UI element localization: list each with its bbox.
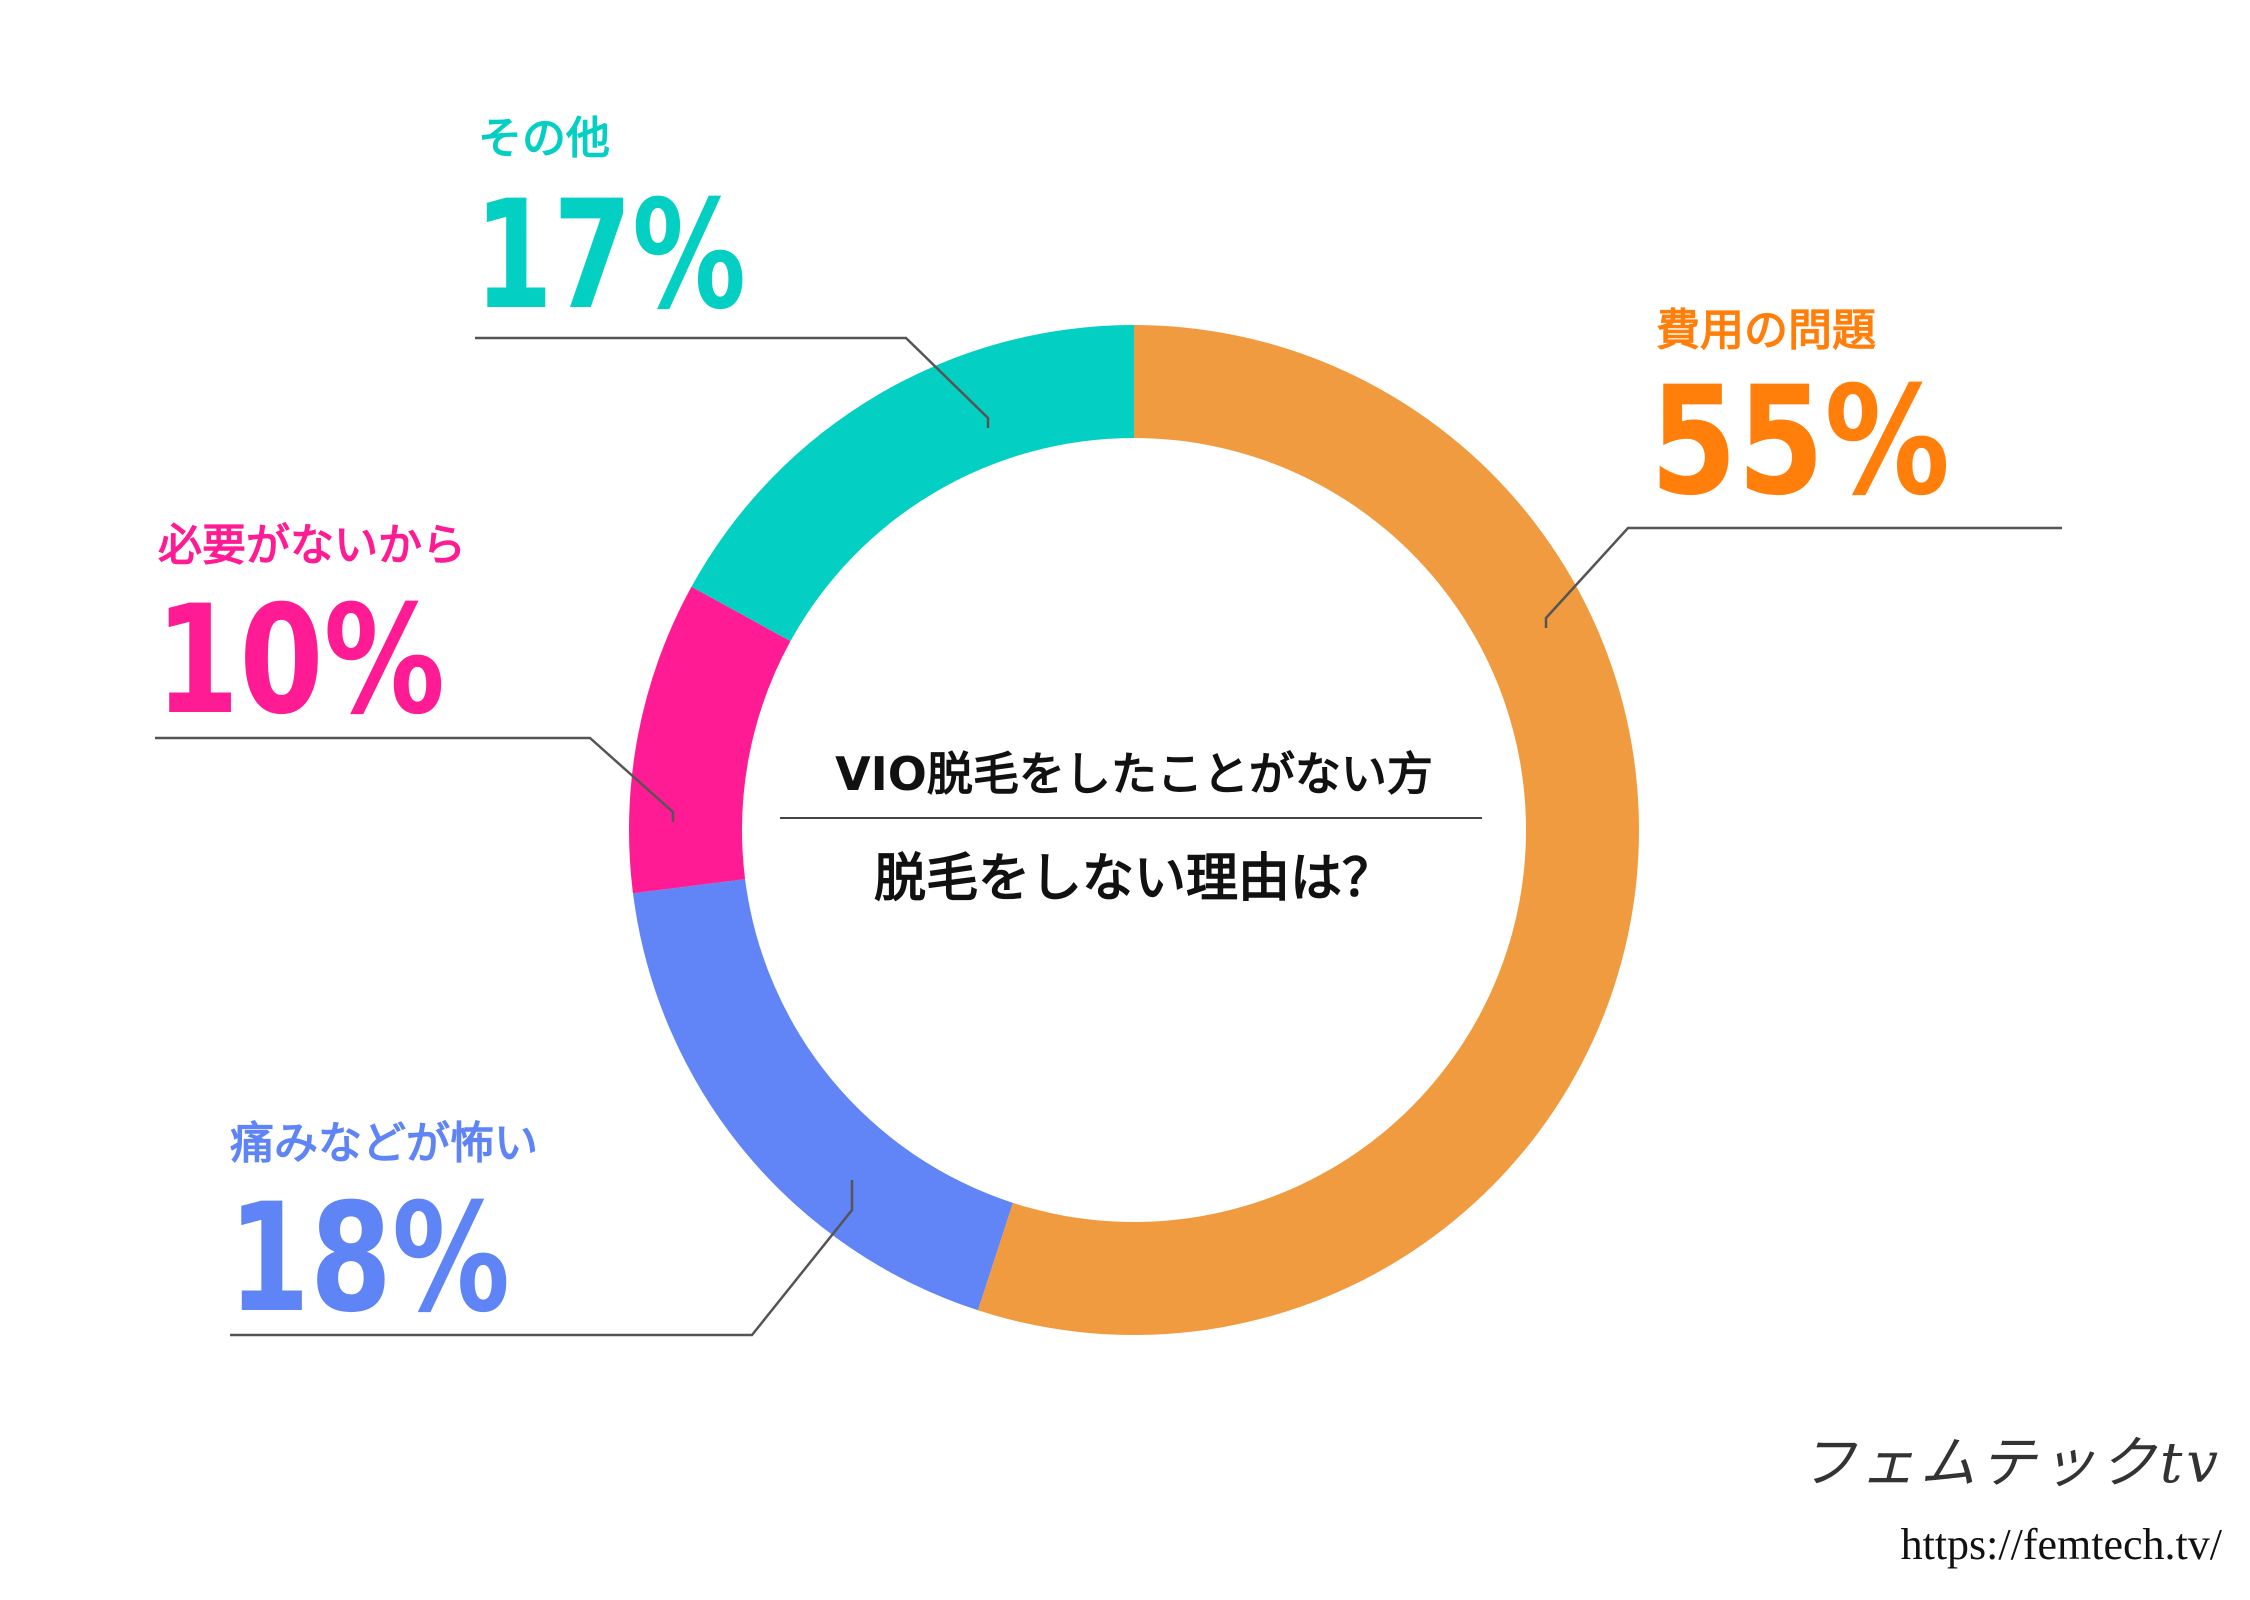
slice-label-unneeded: 必要がないから	[158, 520, 466, 571]
slice-label-other: その他	[478, 113, 610, 164]
slice-pain	[632, 879, 1013, 1311]
slice-value-cost: 55%	[1650, 355, 1950, 529]
brand-block: フェムテックtv https://femtech.tv/	[1800, 1418, 2222, 1570]
slice-other	[691, 325, 1134, 642]
slice-unneeded	[628, 586, 791, 894]
slice-value-other: 17%	[474, 169, 746, 343]
slice-cost	[977, 325, 1639, 1336]
chart-subtitle: VIO脱毛をしたことがない方	[835, 747, 1433, 801]
slice-label-pain: 痛みなどが怖い	[230, 1118, 538, 1169]
slice-value-pain: 18%	[228, 1172, 510, 1346]
slice-value-unneeded: 10%	[155, 574, 445, 748]
leader-line-cost	[1544, 526, 2062, 628]
leader-line-pain	[230, 1180, 854, 1337]
brand-url: https://femtech.tv/	[1900, 1520, 2222, 1569]
donut-slices	[628, 325, 1639, 1336]
slice-label-cost: 費用の問題	[1656, 305, 1876, 356]
brand-logo: フェムテックtv	[1799, 1431, 2222, 1496]
leader-line-unneeded	[155, 736, 675, 822]
chart-title: 脱毛をしない理由は？	[874, 849, 1394, 909]
leader-line-other	[475, 336, 990, 428]
